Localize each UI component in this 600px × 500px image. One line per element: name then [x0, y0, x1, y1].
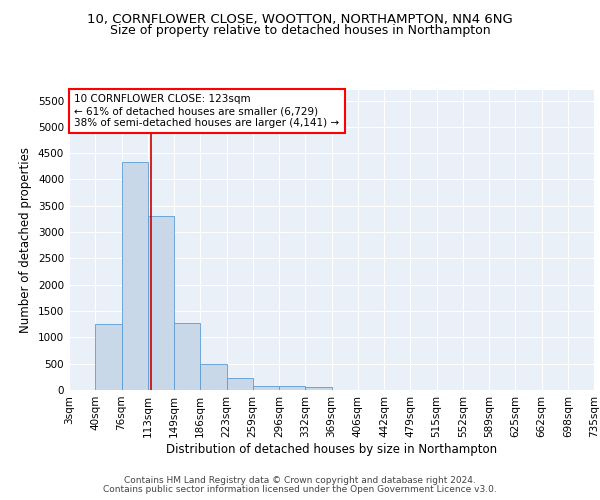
Y-axis label: Number of detached properties: Number of detached properties — [19, 147, 32, 333]
Text: 10 CORNFLOWER CLOSE: 123sqm
← 61% of detached houses are smaller (6,729)
38% of : 10 CORNFLOWER CLOSE: 123sqm ← 61% of det… — [74, 94, 340, 128]
Bar — [279, 386, 305, 390]
Text: 10, CORNFLOWER CLOSE, WOOTTON, NORTHAMPTON, NN4 6NG: 10, CORNFLOWER CLOSE, WOOTTON, NORTHAMPT… — [87, 12, 513, 26]
Text: Contains HM Land Registry data © Crown copyright and database right 2024.: Contains HM Land Registry data © Crown c… — [124, 476, 476, 485]
Bar — [227, 378, 253, 390]
Bar — [148, 216, 174, 390]
Bar — [305, 387, 331, 390]
Text: Contains public sector information licensed under the Open Government Licence v3: Contains public sector information licen… — [103, 485, 497, 494]
Bar — [253, 386, 279, 390]
Text: Size of property relative to detached houses in Northampton: Size of property relative to detached ho… — [110, 24, 490, 37]
Bar — [174, 322, 200, 390]
Bar — [95, 324, 121, 390]
Text: Distribution of detached houses by size in Northampton: Distribution of detached houses by size … — [166, 442, 497, 456]
Bar — [200, 364, 227, 390]
Bar — [121, 162, 148, 390]
